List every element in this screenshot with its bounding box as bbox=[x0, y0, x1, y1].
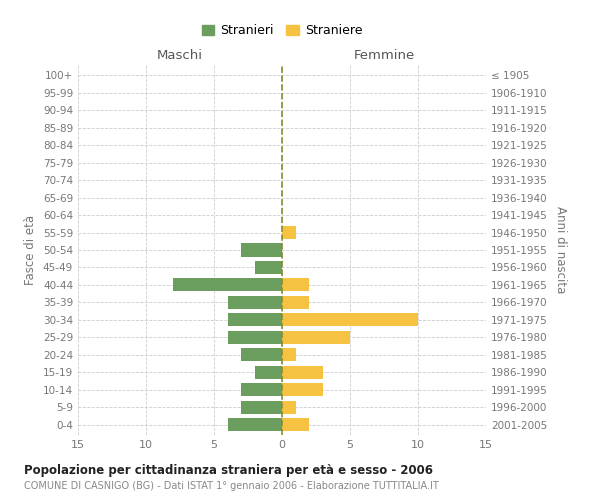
Text: Popolazione per cittadinanza straniera per età e sesso - 2006: Popolazione per cittadinanza straniera p… bbox=[24, 464, 433, 477]
Bar bbox=[227, 296, 282, 309]
Bar bbox=[282, 418, 309, 431]
Bar bbox=[227, 418, 282, 431]
Y-axis label: Anni di nascita: Anni di nascita bbox=[554, 206, 567, 294]
Bar bbox=[173, 278, 282, 291]
Text: COMUNE DI CASNIGO (BG) - Dati ISTAT 1° gennaio 2006 - Elaborazione TUTTITALIA.IT: COMUNE DI CASNIGO (BG) - Dati ISTAT 1° g… bbox=[24, 481, 439, 491]
Y-axis label: Fasce di età: Fasce di età bbox=[25, 215, 37, 285]
Bar bbox=[241, 348, 282, 362]
Bar bbox=[227, 314, 282, 326]
Bar bbox=[282, 226, 296, 239]
Bar bbox=[227, 330, 282, 344]
Bar bbox=[282, 314, 418, 326]
Bar bbox=[282, 348, 296, 362]
Bar bbox=[282, 400, 296, 413]
Text: Femmine: Femmine bbox=[353, 48, 415, 62]
Bar bbox=[255, 366, 282, 378]
Bar bbox=[282, 366, 323, 378]
Bar bbox=[255, 261, 282, 274]
Bar bbox=[241, 383, 282, 396]
Text: Maschi: Maschi bbox=[157, 48, 203, 62]
Bar bbox=[282, 383, 323, 396]
Bar bbox=[282, 330, 350, 344]
Bar bbox=[282, 278, 309, 291]
Bar bbox=[282, 296, 309, 309]
Bar bbox=[241, 400, 282, 413]
Legend: Stranieri, Straniere: Stranieri, Straniere bbox=[197, 20, 367, 42]
Bar bbox=[241, 244, 282, 256]
